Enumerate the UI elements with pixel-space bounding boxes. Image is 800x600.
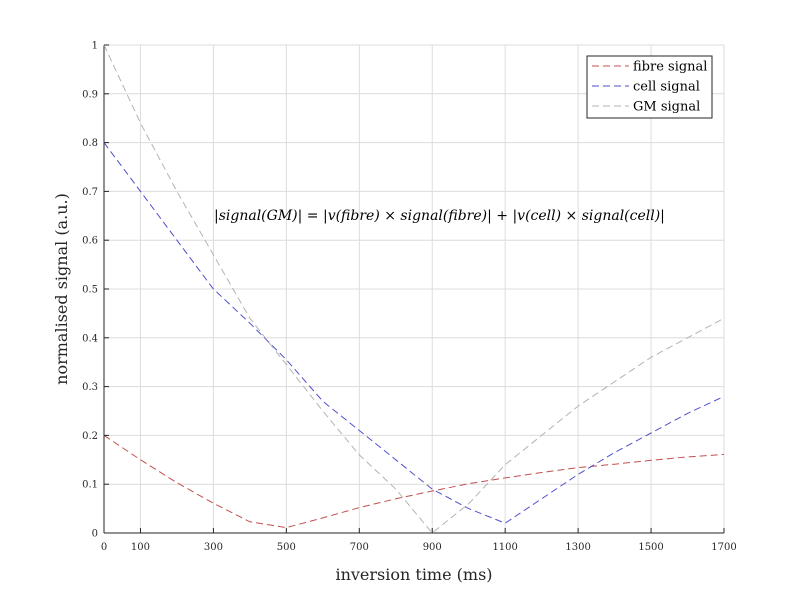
y-tick-label: 0.6	[82, 236, 98, 247]
y-tick-label: 0.1	[82, 480, 98, 491]
y-tick-label: 0	[92, 529, 98, 540]
x-tick-label: 0	[101, 542, 107, 553]
series-line-2	[103, 142, 725, 524]
x-tick-label: 1100	[492, 542, 517, 553]
series-layer	[103, 44, 725, 534]
ticks: 0 100 300 500 700 900 1100 1300 1500 1700 0 0.1 0.2 0…	[82, 41, 737, 554]
x-tick-label: 1700	[711, 542, 736, 553]
y-tick-label: 0.4	[82, 333, 98, 344]
legend-label: cell signal	[633, 80, 700, 95]
y-tick-label: 1	[92, 41, 98, 52]
annotation-text: |signal(GM)| = |v(fibre) × signal(fibre)…	[214, 208, 665, 224]
x-tick-label: 500	[277, 542, 296, 553]
x-tick-label: 100	[131, 542, 150, 553]
legend: fibre signal cell signal GM signal	[586, 55, 713, 119]
x-tick-label: 700	[350, 542, 369, 553]
x-tick-label: 900	[423, 542, 442, 553]
x-tick-label: 300	[204, 542, 223, 553]
series-line-1	[103, 434, 725, 529]
y-tick-label: 0.9	[82, 89, 98, 100]
x-tick-label: 1300	[565, 542, 590, 553]
y-tick-label: 0.2	[82, 431, 98, 442]
y-tick-label: 0.5	[82, 285, 98, 296]
x-axis-label: inversion time (ms)	[335, 565, 492, 584]
y-tick-label: 0.3	[82, 382, 98, 393]
y-tick-label: 0.8	[82, 138, 98, 149]
legend-label: fibre signal	[633, 60, 707, 75]
y-tick-label: 0.7	[82, 187, 98, 198]
y-axis-label: normalised signal (a.u.)	[52, 193, 71, 385]
legend-label: GM signal	[633, 100, 700, 115]
x-tick-label: 1500	[638, 542, 663, 553]
series-line-3	[103, 44, 725, 534]
